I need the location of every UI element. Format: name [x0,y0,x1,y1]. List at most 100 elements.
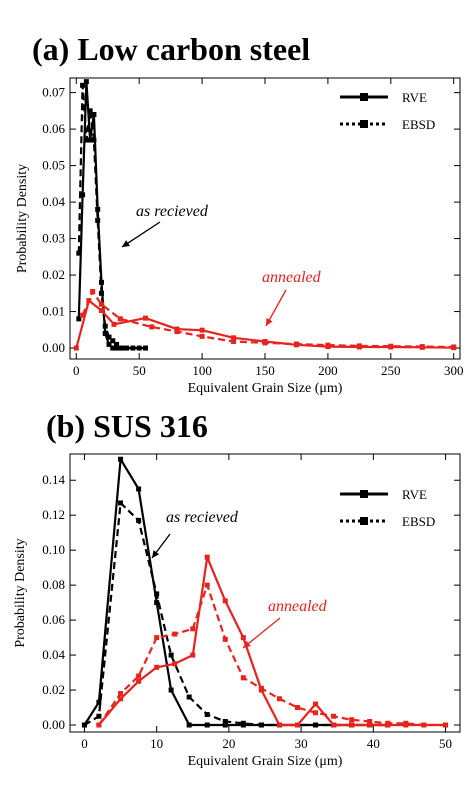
data-point [98,301,104,307]
data-point [142,345,148,351]
data-point [102,323,108,329]
x-tick-label: 50 [133,363,146,378]
data-point [110,338,116,344]
data-point [118,500,124,506]
data-point [204,582,210,588]
data-point [231,338,237,344]
data-point [356,343,362,349]
data-point [136,486,142,492]
legend-label: RVE [402,90,427,105]
data-point [240,635,246,641]
y-tick-label: 0.04 [42,194,65,209]
legend-marker [360,517,368,525]
y-tick-label: 0.01 [42,304,65,319]
legend-marker [360,120,368,128]
data-point [313,710,319,716]
y-tick-label: 0.00 [42,340,65,355]
x-tick-label: 200 [318,363,338,378]
data-point [258,722,264,728]
data-point [186,694,192,700]
data-point [154,600,160,606]
y-tick-label: 0.02 [42,682,65,697]
panel-title: (a) Low carbon steel [32,31,310,67]
data-point [130,345,136,351]
x-tick-label: 50 [439,736,452,751]
data-point [76,316,82,322]
data-point [222,636,228,642]
data-point [172,661,178,667]
y-tick-label: 0.10 [42,542,65,557]
series-annealed-ebsd [80,288,457,350]
data-point [293,341,299,347]
data-point [136,517,142,523]
panel-low-carbon-steel: (a) Low carbon steel 0 50 100 150 200 250 300 0… [15,31,463,396]
y-axis-label: Probability Density [15,164,30,273]
data-point [149,324,155,330]
x-tick-label: 0 [73,363,80,378]
data-point [91,111,97,117]
panel-title: (b) SUS 316 [46,408,208,444]
data-point [87,108,93,114]
data-point [258,685,264,691]
data-point [98,307,104,313]
data-point [222,722,228,728]
y-tick-label: 0.06 [42,612,65,627]
annotation-arrowhead [266,318,273,326]
data-point [349,717,355,723]
data-point [388,343,394,349]
y-tick-label: 0.08 [42,577,65,592]
data-point [204,712,210,718]
data-point [168,652,174,658]
x-tick-label: 150 [255,363,275,378]
data-point [96,722,102,728]
data-point [95,217,101,223]
data-point [87,137,93,143]
data-point [443,722,449,728]
data-point [325,342,331,348]
annotation-label: annealed [262,269,322,286]
x-axis-label: Equivalent Grain Size (μm) [188,754,343,769]
annotation-arrow [121,221,161,248]
data-point [331,713,337,719]
data-point [419,344,425,350]
x-tick-label: 250 [381,363,401,378]
data-point [80,312,86,318]
data-point [349,722,355,728]
data-point [83,137,89,143]
data-point [331,722,337,728]
data-point [204,722,210,728]
data-point [154,635,160,641]
data-point [110,345,116,351]
data-point [118,696,124,702]
data-point [154,591,160,597]
legend-marker [360,93,368,101]
data-point [81,722,87,728]
data-point [80,82,86,88]
data-point [154,664,160,670]
panel-sus-316: (b) SUS 316 0 10 20 30 40 50 0.00 0.02 0.04 0.06 0… [13,408,461,769]
annotation-arrowhead [122,240,130,247]
x-tick-label: 10 [150,736,163,751]
data-point [367,722,373,728]
data-point [190,652,196,658]
y-tick-label: 0.02 [42,267,65,282]
data-point [421,722,427,728]
x-tick-label: 0 [81,736,88,751]
data-point [276,722,282,728]
data-point [90,288,96,294]
data-point [98,290,104,296]
data-point [190,626,196,632]
data-point [204,554,210,560]
series-line [83,501,388,727]
x-tick-label: 30 [295,736,308,751]
series-line [98,556,446,727]
x-tick-label: 40 [367,736,380,751]
data-point [136,345,142,351]
data-point [385,720,391,726]
data-point [96,713,102,719]
data-point [118,456,124,462]
data-point [102,330,108,336]
data-point [231,335,237,341]
y-tick-label: 0.03 [42,231,65,246]
